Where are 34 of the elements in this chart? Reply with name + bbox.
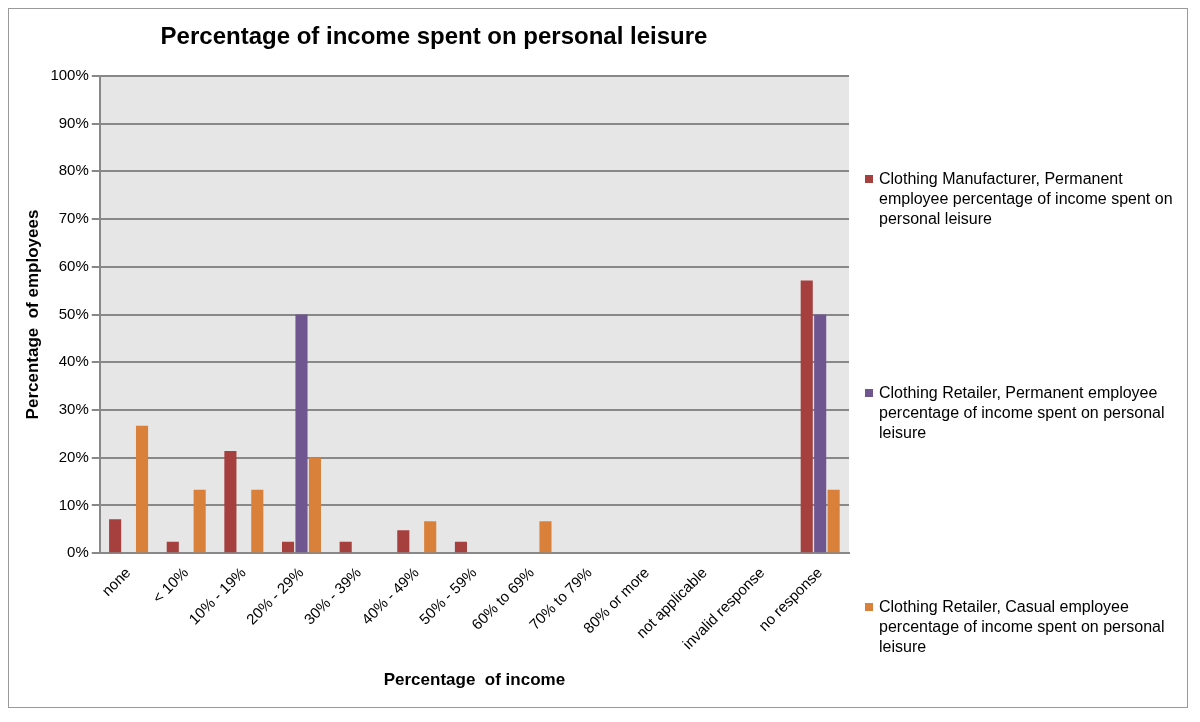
y-tick-label: 60%: [58, 256, 89, 274]
bar: [295, 314, 308, 553]
bar: [281, 541, 295, 553]
bar: [251, 489, 264, 553]
y-axis-title: Percentage of employees: [22, 209, 42, 420]
bar: [539, 521, 552, 553]
legend-label: Clothing Retailer, Permanent employee percentage of income spent on personal leisure: [879, 383, 1166, 443]
y-tick-label: 40%: [58, 352, 89, 370]
bar: [224, 451, 237, 553]
bar: [193, 489, 206, 553]
bar: [800, 280, 813, 553]
bar: [109, 519, 122, 553]
bar: [814, 314, 827, 553]
bar: [454, 541, 467, 553]
bar: [397, 530, 410, 553]
y-tick-label: 30%: [58, 400, 89, 418]
legend-label: Clothing Manufacturer, Permanent employee percentage of income spent on personal leisure: [879, 169, 1174, 229]
chart-title: Percentage of income spent on personal leisure: [160, 22, 708, 50]
legend-label: Clothing Retailer, Casual employee percentage of income spent on personal leisure: [879, 597, 1166, 657]
y-tick-label: 80%: [58, 161, 89, 179]
y-tick-label: 50%: [58, 304, 89, 322]
y-tick-label: 10%: [58, 495, 89, 513]
bar: [308, 457, 321, 553]
y-tick-label: 90%: [58, 113, 89, 131]
y-tick-label: 100%: [50, 65, 89, 83]
bar: [827, 489, 840, 553]
bar: [135, 425, 149, 553]
bar: [166, 541, 179, 553]
bar: [424, 521, 437, 553]
x-axis-title: Percentage of income: [383, 670, 566, 690]
y-tick-label: 20%: [58, 447, 89, 465]
y-tick-label: 0%: [67, 543, 89, 561]
y-tick-label: 70%: [58, 209, 89, 227]
bar: [339, 541, 352, 553]
